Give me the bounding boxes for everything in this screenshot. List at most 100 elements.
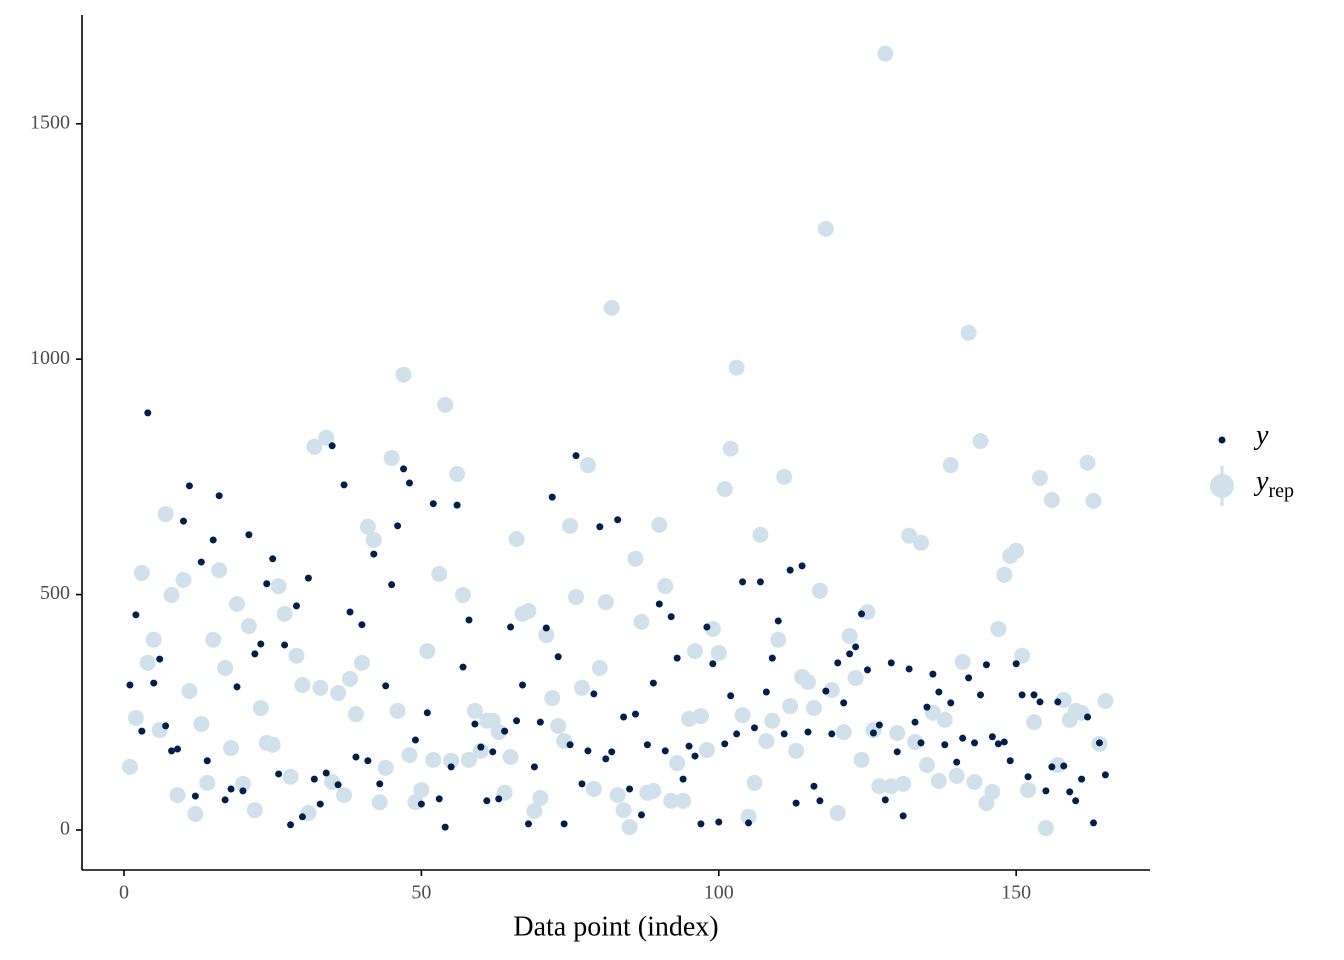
point	[382, 682, 390, 690]
point	[538, 627, 555, 644]
point	[727, 692, 735, 700]
x-axis-title: Data point (index)	[513, 911, 718, 942]
point	[187, 805, 204, 822]
point	[805, 700, 822, 717]
point	[746, 774, 763, 791]
point	[602, 755, 610, 763]
point	[959, 734, 967, 742]
point	[728, 359, 745, 376]
point	[234, 775, 251, 792]
point	[377, 759, 394, 776]
point	[542, 624, 550, 632]
point	[342, 670, 359, 687]
point	[370, 550, 378, 558]
point	[782, 698, 799, 715]
point	[1097, 692, 1114, 709]
point	[1095, 739, 1103, 747]
point	[405, 479, 413, 487]
point	[578, 780, 586, 788]
point	[923, 703, 931, 711]
x-tick-label: 0	[119, 882, 129, 904]
point	[954, 653, 971, 670]
point	[835, 724, 852, 741]
point	[608, 748, 616, 756]
point	[905, 665, 913, 673]
point	[792, 799, 800, 807]
point	[669, 755, 686, 772]
point	[312, 679, 329, 696]
point	[907, 733, 924, 750]
point	[568, 588, 585, 605]
point	[233, 683, 241, 691]
point	[532, 789, 549, 806]
point	[941, 741, 949, 749]
point	[651, 516, 668, 533]
point	[346, 608, 354, 616]
point	[518, 681, 526, 689]
point	[1043, 491, 1060, 508]
point	[698, 741, 715, 758]
point	[263, 580, 271, 588]
point	[282, 768, 299, 785]
point	[645, 782, 662, 799]
point	[846, 650, 854, 658]
point	[359, 518, 376, 535]
point	[1036, 698, 1044, 706]
point	[239, 787, 247, 795]
point	[477, 743, 485, 751]
point	[745, 819, 753, 827]
point	[544, 690, 561, 707]
point	[276, 605, 293, 622]
point	[310, 775, 318, 783]
point	[139, 654, 156, 671]
point	[437, 396, 454, 413]
point	[144, 409, 152, 417]
point	[365, 531, 382, 548]
point	[383, 450, 400, 467]
point	[817, 220, 834, 237]
point	[877, 45, 894, 62]
point	[322, 769, 330, 777]
point	[209, 536, 217, 544]
point	[157, 506, 174, 523]
point	[966, 773, 983, 790]
point	[1037, 820, 1054, 837]
point	[419, 643, 436, 660]
point	[768, 654, 776, 662]
point	[770, 631, 787, 648]
point	[471, 720, 479, 728]
point	[918, 757, 935, 774]
point	[352, 753, 360, 761]
point	[1008, 542, 1025, 559]
point	[895, 775, 912, 792]
point	[281, 641, 289, 649]
point	[191, 792, 199, 800]
point	[145, 631, 162, 648]
point	[799, 674, 816, 691]
point	[1000, 738, 1008, 746]
point	[411, 736, 419, 744]
point	[1089, 819, 1097, 827]
point	[1020, 781, 1037, 798]
point	[347, 706, 364, 723]
point	[336, 787, 353, 804]
point	[1079, 454, 1096, 471]
point	[1030, 691, 1038, 699]
point	[756, 578, 764, 586]
point	[389, 702, 406, 719]
point	[716, 481, 733, 498]
point	[889, 724, 906, 741]
point	[566, 741, 574, 749]
point	[197, 558, 205, 566]
point	[287, 821, 295, 829]
point	[1101, 771, 1109, 779]
point	[976, 691, 984, 699]
point	[1031, 469, 1048, 486]
point	[203, 757, 211, 765]
point	[489, 748, 497, 756]
point	[984, 783, 1001, 800]
point	[217, 660, 234, 677]
point	[371, 794, 388, 811]
point	[133, 564, 150, 581]
point	[508, 531, 525, 548]
